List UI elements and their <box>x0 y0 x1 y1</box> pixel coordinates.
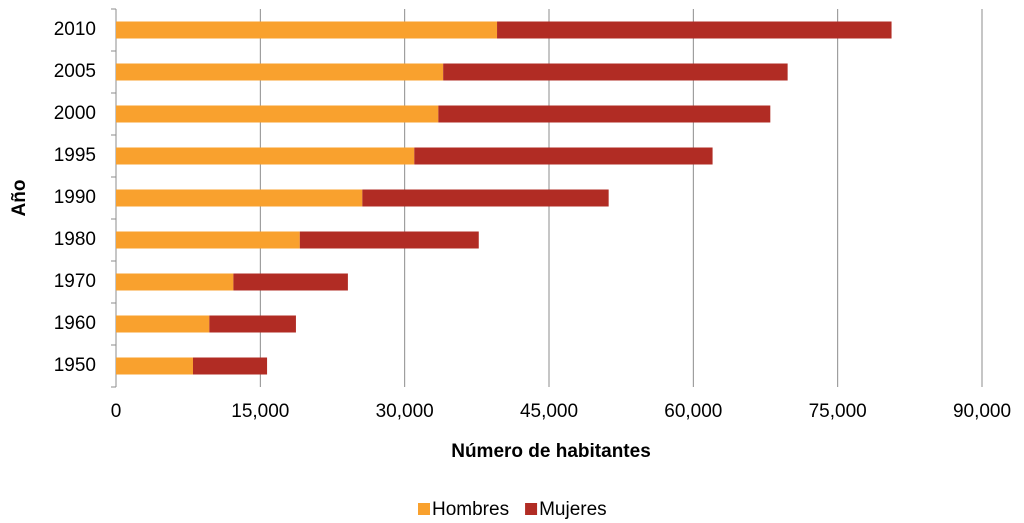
y-tick-label: 1995 <box>54 145 96 166</box>
y-tick-label: 2000 <box>54 103 96 124</box>
y-tick-label: 1990 <box>54 187 96 208</box>
x-tick-label: 0 <box>111 401 122 422</box>
bar-segment <box>233 273 348 291</box>
bar-segment <box>438 105 771 123</box>
bar-segment <box>497 21 892 39</box>
bar-segment <box>209 315 296 333</box>
bar-segment <box>116 21 498 39</box>
y-tick-label: 1950 <box>54 355 96 376</box>
y-tick-label: 1980 <box>54 229 96 250</box>
bar-segment <box>192 357 268 375</box>
legend-swatch <box>525 503 538 515</box>
x-tick-label: 60,000 <box>664 401 722 422</box>
bar-segment <box>116 189 363 207</box>
bar-segment <box>116 105 439 123</box>
bar-segment <box>116 231 300 249</box>
bar-segment <box>116 357 193 375</box>
legend-label: Hombres <box>432 499 509 520</box>
y-tick-label: 2010 <box>54 19 96 40</box>
legend-swatch <box>418 503 430 515</box>
y-tick-label: 1960 <box>54 313 96 334</box>
x-tick-label: 15,000 <box>231 401 289 422</box>
x-tick-label: 30,000 <box>376 401 434 422</box>
x-tick-label: 90,000 <box>953 401 1011 422</box>
bar-segment <box>362 189 609 207</box>
bar-segment <box>116 315 210 333</box>
bar-segment <box>116 147 415 165</box>
bar-segment <box>116 273 234 291</box>
x-axis-title: Número de habitantes <box>451 441 651 462</box>
bar-segment <box>116 63 444 81</box>
legend-label: Mujeres <box>539 499 607 520</box>
x-tick-label: 45,000 <box>520 401 578 422</box>
bar-segment <box>414 147 713 165</box>
y-tick-label: 1970 <box>54 271 96 292</box>
bar-segment <box>299 231 479 249</box>
bar-segment <box>443 63 788 81</box>
y-tick-label: 2005 <box>54 61 96 82</box>
x-tick-label: 75,000 <box>809 401 867 422</box>
y-axis-title: Año <box>9 180 30 217</box>
